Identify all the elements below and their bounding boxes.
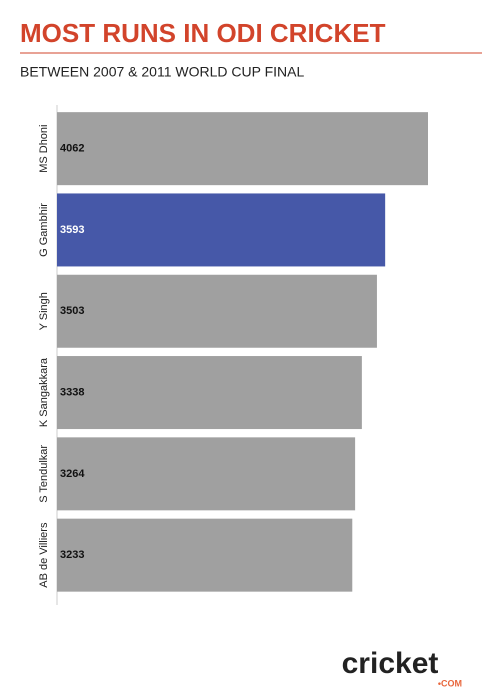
logo-name: cricket [342, 647, 439, 680]
value-label: 4062 [60, 143, 84, 155]
category-label: MS Dhoni [38, 125, 50, 173]
category-label: K Sangakkara [38, 357, 50, 427]
category-label: AB de Villiers [38, 522, 50, 588]
bar [57, 274, 377, 348]
bar [57, 112, 428, 186]
value-label: 3264 [60, 468, 85, 480]
logo-suffix: •COM [438, 678, 462, 688]
category-label: Y Singh [38, 292, 50, 330]
category-label: G Gambhir [38, 203, 50, 257]
chart-subtitle: BETWEEN 2007 & 2011 WORLD CUP FINAL [20, 64, 304, 80]
chart-title: MOST RUNS IN ODI CRICKET [20, 18, 386, 48]
bar [57, 356, 362, 430]
bar [57, 518, 353, 592]
bar [57, 193, 386, 267]
value-label: 3233 [60, 549, 84, 561]
bar [57, 437, 356, 511]
value-label: 3338 [60, 386, 84, 398]
value-label: 3593 [60, 224, 84, 236]
value-label: 3503 [60, 305, 84, 317]
category-label: S Tendulkar [38, 445, 50, 503]
